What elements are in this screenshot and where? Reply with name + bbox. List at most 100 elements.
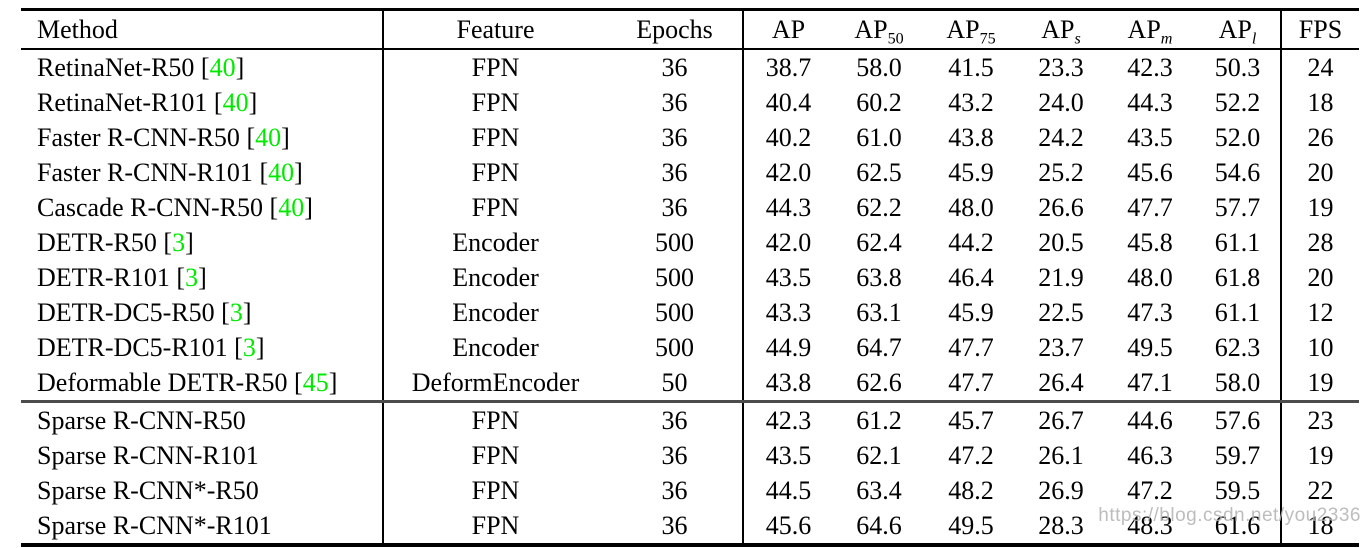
metric-value-cell: 45.6	[1127, 157, 1173, 187]
column-header-label: AP	[1127, 14, 1161, 44]
metric-value-cell: 28.3	[1038, 510, 1084, 540]
metric-value-cell: 59.5	[1195, 473, 1282, 508]
citation-open-bracket: [	[207, 87, 223, 117]
method-cell: Cascade R-CNN-R50 [40]	[21, 190, 384, 225]
citation-link[interactable]: 3	[185, 262, 199, 292]
citation-link[interactable]: 3	[229, 297, 243, 327]
metric-value-cell: 43.3	[765, 297, 812, 327]
epochs-cell: 500	[607, 260, 744, 295]
metric-value-cell: 44.3	[765, 192, 812, 222]
epochs-cell: 36	[607, 438, 744, 473]
metric-value-cell: 42.0	[765, 157, 812, 187]
epochs-cell: 500	[607, 225, 744, 260]
metric-value-cell: 43.5	[765, 440, 812, 470]
column-header-aps: APs	[1017, 9, 1105, 50]
metric-value-cell: 26.6	[1038, 192, 1084, 222]
method-cell: Deformable DETR-R50 [45]	[21, 365, 384, 402]
citation-close-bracket: ]	[185, 227, 194, 257]
feature-cell: FPN	[471, 475, 520, 505]
metric-value-cell: 40.4	[765, 87, 812, 117]
metric-value-cell: 42.3	[743, 400, 833, 438]
fps-cell: 24	[1307, 52, 1334, 82]
citation-close-bracket: ]	[294, 157, 303, 187]
method-name: DETR-DC5-R50	[37, 297, 215, 327]
citation-link[interactable]: 40	[209, 52, 236, 82]
column-header-label: Epochs	[636, 14, 713, 44]
fps-cell: 19	[1307, 367, 1334, 397]
column-header-feature: Feature	[383, 9, 607, 50]
metric-value-cell: 62.4	[856, 227, 902, 257]
fps-cell: 20	[1307, 262, 1334, 292]
epochs-cell: 50	[607, 365, 744, 402]
metric-value-cell: 45.9	[948, 297, 994, 327]
results-table: Method Feature Epochs AP AP50 AP75 APs APm APl FP…	[21, 8, 1359, 547]
method-cell: DETR-R50 [3]	[21, 225, 384, 260]
table-row: Sparse R-CNN*-R50 FPN 36 44.5 63.4 48.2 26.9 47…	[21, 473, 1359, 508]
method-name: DETR-DC5-R101	[37, 332, 228, 362]
epochs-cell: 36	[607, 49, 744, 85]
column-header-label: AP	[854, 14, 888, 44]
metric-value-cell: 44.5	[765, 475, 812, 505]
column-header-ap75: AP75	[925, 9, 1017, 50]
metric-value-cell: 25.2	[1038, 157, 1084, 187]
metric-value-cell: 24.0	[1038, 87, 1084, 117]
table-row: RetinaNet-R101 [40] FPN 36 40.4 60.2 43.2 24.0…	[21, 85, 1359, 120]
table-row: Deformable DETR-R50 [45] DeformEncoder 50 4…	[21, 365, 1359, 402]
method-cell: DETR-DC5-R50 [3]	[21, 295, 384, 330]
method-cell: DETR-R101 [3]	[21, 260, 384, 295]
header-row: Method Feature Epochs AP AP50 AP75 APs APm APl FP…	[21, 9, 1359, 50]
metric-value-cell: 57.6	[1195, 400, 1282, 438]
method-cell: RetinaNet-R50 [40]	[21, 49, 384, 85]
column-header-label: AP	[946, 14, 980, 44]
citation-open-bracket: [	[194, 52, 210, 82]
citation-open-bracket: [	[287, 367, 303, 397]
column-header-subscript: s	[1074, 30, 1081, 48]
metric-value-cell: 57.7	[1195, 190, 1282, 225]
metric-value-cell: 41.5	[948, 52, 994, 82]
citation-link[interactable]: 3	[172, 227, 186, 257]
metric-value-cell: 38.7	[765, 52, 812, 82]
column-header-label: AP	[771, 14, 806, 44]
epochs-cell: 36	[607, 508, 744, 545]
citation-close-bracket: ]	[304, 192, 313, 222]
fps-cell: 19	[1307, 440, 1334, 470]
metric-value-cell: 64.7	[856, 332, 902, 362]
citation-link[interactable]: 3	[242, 332, 256, 362]
method-cell: DETR-DC5-R101 [3]	[21, 330, 384, 365]
fps-cell: 26	[1307, 122, 1334, 152]
citation-link[interactable]: 40	[268, 157, 295, 187]
metric-value-cell: 62.5	[856, 157, 902, 187]
column-header-apm: APm	[1105, 9, 1195, 50]
column-header-method: Method	[21, 9, 384, 50]
citation-link[interactable]: 45	[302, 367, 329, 397]
metric-value-cell: 46.4	[948, 262, 994, 292]
table-header: Method Feature Epochs AP AP50 AP75 APs APm APl FP…	[21, 9, 1359, 50]
metric-value-cell: 49.5	[948, 510, 994, 540]
feature-cell: FPN	[383, 400, 607, 438]
fps-cell: 18	[1307, 510, 1334, 540]
metric-value-cell: 48.0	[1127, 262, 1173, 292]
metric-value-cell: 45.7	[925, 400, 1017, 438]
citation-link[interactable]: 40	[255, 122, 282, 152]
column-header-ap: AP	[743, 9, 833, 50]
feature-cell: Encoder	[452, 262, 539, 292]
feature-cell: FPN	[471, 157, 520, 187]
feature-cell: FPN	[471, 52, 520, 82]
method-name: RetinaNet-R101	[37, 87, 208, 117]
method-name: Sparse R-CNN-R101	[37, 440, 259, 470]
paper-results-table-wrap: Method Feature Epochs AP AP50 AP75 APs APm APl FP…	[21, 8, 1359, 547]
metric-value-cell: 23.7	[1038, 332, 1084, 362]
citation-link[interactable]: 40	[278, 192, 305, 222]
epochs-cell: 36	[607, 120, 744, 155]
citation-open-bracket: [	[227, 332, 243, 362]
metric-value-cell: 52.2	[1195, 85, 1282, 120]
feature-cell: Encoder	[452, 297, 539, 327]
metric-value-cell: 44.6	[1105, 400, 1195, 438]
citation-link[interactable]: 40	[222, 87, 249, 117]
metric-value-cell: 22.5	[1038, 297, 1084, 327]
metric-value-cell: 60.2	[856, 87, 902, 117]
citation-open-bracket: [	[169, 262, 186, 292]
feature-cell: FPN	[471, 122, 520, 152]
column-header-epochs: Epochs	[607, 9, 744, 50]
citation-close-bracket: ]	[235, 52, 245, 82]
